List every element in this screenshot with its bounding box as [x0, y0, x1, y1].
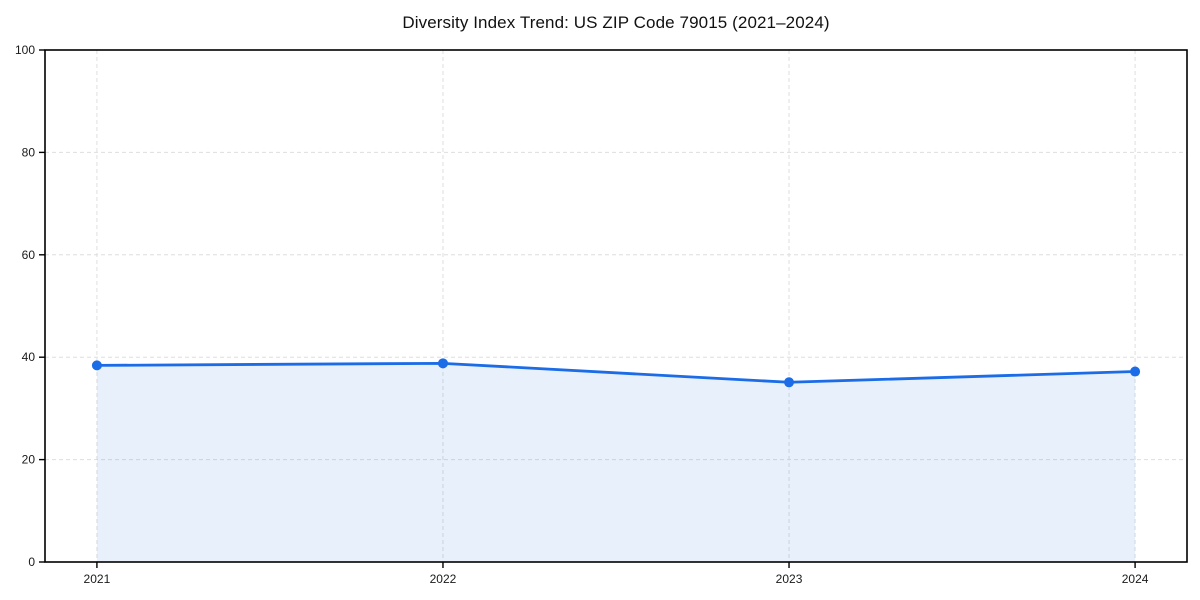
y-axis-tick-label: 60 — [22, 248, 36, 262]
plot-border — [44, 49, 1188, 563]
data-point-marker — [437, 358, 448, 369]
data-line — [95, 361, 1137, 384]
x-axis-tick-label: 2021 — [84, 572, 111, 586]
y-axis-tick-label: 20 — [22, 453, 36, 467]
x-axis-tick-label: 2024 — [1122, 572, 1149, 586]
y-axis-tick-label: 0 — [28, 555, 35, 569]
y-axis-tick-label: 100 — [15, 43, 35, 57]
chart-title: Diversity Index Trend: US ZIP Code 79015… — [402, 13, 830, 32]
y-axis-tick-label: 40 — [22, 350, 36, 364]
data-point-marker — [784, 377, 795, 388]
x-axis-tick-label: 2023 — [776, 572, 803, 586]
data-point-marker — [91, 360, 102, 371]
data-point-marker — [1130, 366, 1141, 377]
area-fill — [96, 363, 1136, 562]
y-axis-tick-label: 80 — [22, 145, 36, 159]
x-axis-tick-label: 2022 — [430, 572, 457, 586]
